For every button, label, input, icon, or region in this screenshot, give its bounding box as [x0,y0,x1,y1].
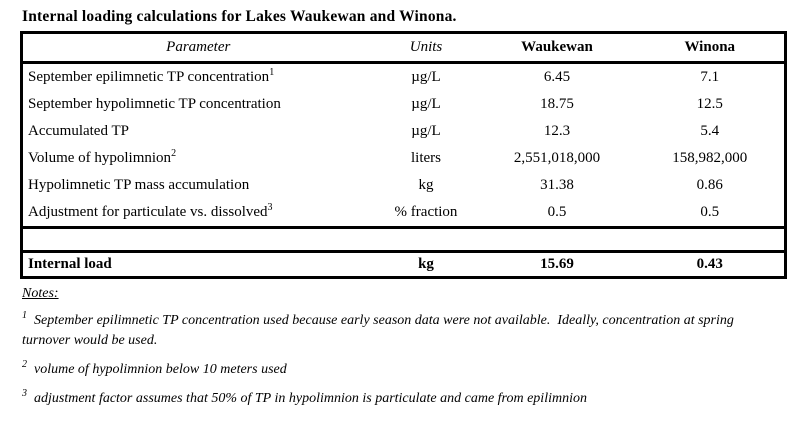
units-cell: kg [418,177,434,193]
spacer-cell [21,226,786,253]
document-page: Internal loading calculations for Lakes … [20,8,789,409]
col-header-winona: Winona [635,32,786,64]
table-header: Parameter Units Waukewan Winona [21,32,786,64]
winona-value-cell: 0.43 [696,256,723,272]
waukewan-value-cell: 18.75 [540,96,574,112]
internal-loading-table: Parameter Units Waukewan Winona Septembe… [20,31,787,279]
footnote-marker: 1 [22,310,27,322]
units-cell: % fraction [394,204,458,220]
units-cell: µg/L [411,96,441,112]
parameter-cell: Accumulated TP [22,118,374,145]
footnote-marker: 2 [22,359,27,371]
parameter-cell: Internal load [28,256,112,272]
parameter-cell: Volume of hypolimnion2 [22,145,374,172]
header-row: Parameter Units Waukewan Winona [21,32,786,64]
waukewan-value-cell: 2,551,018,000 [513,150,601,166]
parameter-text: September hypolimnetic TP concentration [28,96,281,112]
footnote-ref: 2 [171,148,177,159]
table-body: September epilimnetic TP concentration1 … [21,63,786,278]
table-row: September hypolimnetic TP concentration … [22,91,786,118]
winona-value-cell: 7.1 [700,69,720,85]
table-row: September epilimnetic TP concentration1 … [22,63,786,92]
spacer-row [21,226,786,253]
footnote-ref: 3 [267,202,273,213]
units-cell: µg/L [411,69,441,85]
footnote-ref: 1 [269,67,275,78]
winona-value-cell: 5.4 [700,123,720,139]
parameter-text: Hypolimnetic TP mass accumulation [28,177,250,193]
col-header-units: Units [373,32,479,64]
winona-value-cell: 12.5 [696,96,723,112]
units-cell: µg/L [411,123,441,139]
winona-value-cell: 0.86 [696,177,723,193]
units-cell: kg [418,256,434,272]
table-row: Volume of hypolimnion2 liters 2,551,018,… [22,145,786,172]
footnote-1: 1 September epilimnetic TP concentration … [22,311,784,351]
footnote-text: September epilimnetic TP concentration u… [22,313,738,348]
document-title: Internal loading calculations for Lakes … [22,8,457,25]
parameter-text: September epilimnetic TP concentration [28,69,270,85]
footnote-marker: 3 [22,388,27,400]
parameter-cell: September epilimnetic TP concentration1 [22,63,374,92]
notes-heading: Notes: [22,286,59,301]
internal-load-row: Internal load kg 15.69 0.43 [22,252,786,278]
parameter-cell: Hypolimnetic TP mass accumulation [22,172,374,199]
winona-value-cell: 158,982,000 [672,150,748,166]
footnote-3: 3 adjustment factor assumes that 50% of T… [22,389,784,409]
col-header-parameter: Parameter [21,32,374,64]
parameter-cell: Adjustment for particulate vs. dissolved… [22,199,374,228]
table-row: Accumulated TP µg/L 12.3 5.4 [22,118,786,145]
col-header-waukewan: Waukewan [478,32,636,64]
parameter-text: Adjustment for particulate vs. dissolved [28,204,268,220]
units-cell: liters [411,150,441,166]
winona-value-cell: 0.5 [700,204,720,220]
parameter-cell: September hypolimnetic TP concentration [22,91,374,118]
waukewan-value-cell: 31.38 [540,177,574,193]
waukewan-value-cell: 0.5 [547,204,567,220]
waukewan-value-cell: 6.45 [543,69,571,85]
notes-section: Notes: 1 September epilimnetic TP concent… [22,286,789,409]
waukewan-value-cell: 15.69 [540,256,574,272]
footnote-2: 2 volume of hypolimnion below 10 meters u… [22,360,784,380]
parameter-text: Volume of hypolimnion [28,150,172,166]
table-row: Adjustment for particulate vs. dissolved… [22,199,786,228]
parameter-text: Accumulated TP [28,123,129,139]
footnote-text: adjustment factor assumes that 50% of TP… [34,391,587,406]
waukewan-value-cell: 12.3 [543,123,571,139]
footnote-text: volume of hypolimnion below 10 meters us… [34,362,287,377]
table-row: Hypolimnetic TP mass accumulation kg 31.… [22,172,786,199]
